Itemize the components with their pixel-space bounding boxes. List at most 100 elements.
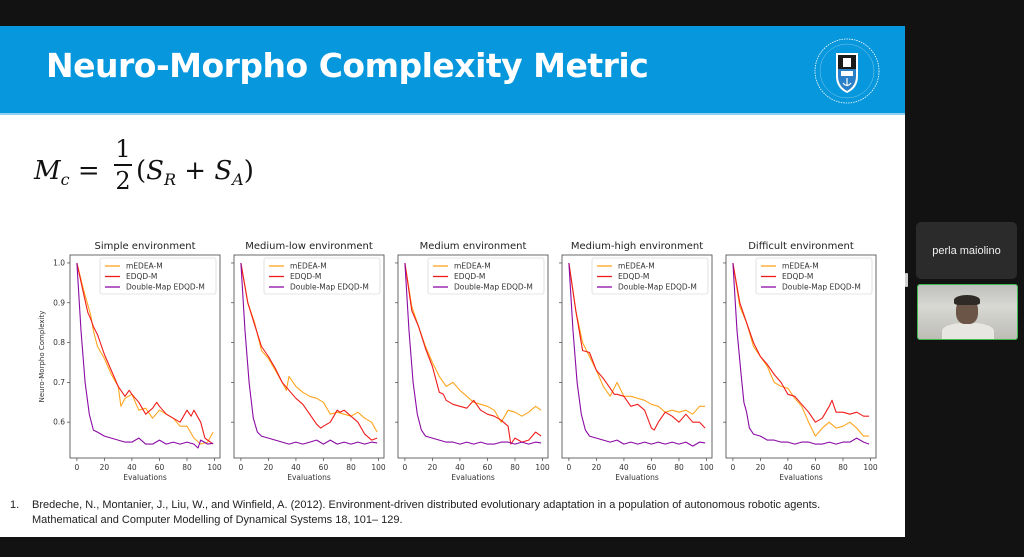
legend-box: [591, 257, 709, 295]
x-tick-label: 20: [756, 463, 766, 472]
legend-label: mEDEA-M: [290, 262, 327, 271]
x-axis-label: Evaluations: [779, 473, 823, 482]
y-axis-label: Neuro-Morpho Complexity: [38, 311, 46, 403]
series-line-double-map-edqd-m: [76, 262, 214, 449]
participant-video-tile[interactable]: [917, 284, 1018, 340]
x-tick-label: 80: [510, 463, 520, 472]
y-tick-label: 1.0: [53, 258, 65, 267]
legend-label: Double-Map EDQD-M: [454, 283, 533, 292]
series-line-edqd-m: [732, 262, 870, 423]
legend-box: [427, 257, 545, 295]
reference-text: Bredeche, N., Montanier, J., Liu, W., an…: [32, 498, 892, 528]
series-line-edqd-m: [240, 262, 378, 441]
series-line-medea-m: [568, 262, 706, 415]
x-tick-label: 80: [182, 463, 192, 472]
legend-label: EDQD-M: [454, 272, 485, 281]
x-axis-label: Evaluations: [287, 473, 331, 482]
reference-line-2: Mathematical and Computer Modelling of D…: [32, 514, 403, 526]
legend-label: mEDEA-M: [618, 262, 655, 271]
chart-5: Difficult environment 0 20 40 60 80 100 Evaluat…: [723, 241, 878, 482]
x-tick-label: 0: [74, 463, 79, 472]
x-axis-label: Evaluations: [123, 473, 167, 482]
x-tick-label: 60: [319, 463, 329, 472]
chart-title: Medium environment: [420, 241, 527, 252]
participant-name: perla maiolino: [932, 244, 1001, 257]
reference-number: 1.: [10, 499, 20, 511]
x-tick-label: 20: [100, 463, 110, 472]
video-person-hair: [954, 295, 980, 305]
legend-box: [755, 257, 873, 295]
x-tick-label: 100: [207, 463, 222, 472]
video-person-shirt: [942, 323, 994, 339]
legend-label: Double-Map EDQD-M: [290, 283, 369, 292]
series-line-medea-m: [732, 262, 870, 437]
y-tick-label: 0.9: [53, 298, 65, 307]
legend-label: mEDEA-M: [126, 262, 163, 271]
legend-label: Double-Map EDQD-M: [782, 283, 861, 292]
series-line-double-map-edqd-m: [404, 262, 542, 445]
legend-label: Double-Map EDQD-M: [126, 283, 205, 292]
presentation-slide: Neuro-Morpho Complexity Metric Mc = 1 2 …: [0, 26, 905, 537]
legend-box: [99, 257, 217, 295]
charts-row: Simple environment 0 20 40 60 80 100 0.6 0.7 0.8 0…: [0, 231, 905, 496]
header-divider: [0, 113, 905, 115]
x-tick-label: 60: [155, 463, 165, 472]
series-line-medea-m: [76, 262, 214, 445]
legend-label: mEDEA-M: [782, 262, 819, 271]
formula-rhs: (SR + SA): [136, 156, 254, 190]
x-tick-label: 40: [783, 463, 793, 472]
participant-tile-perla-maiolino[interactable]: perla maiolino: [916, 222, 1017, 279]
participants-scroll-handle[interactable]: [905, 273, 908, 287]
x-axis-label: Evaluations: [615, 473, 659, 482]
x-tick-label: 40: [291, 463, 301, 472]
x-tick-label: 80: [838, 463, 848, 472]
y-tick-label: 0.6: [53, 418, 65, 427]
charts-svg: Simple environment 0 20 40 60 80 100 0.6 0.7 0.8 0…: [38, 241, 878, 482]
x-tick-label: 0: [402, 463, 407, 472]
chart-title: Difficult environment: [748, 241, 854, 252]
series-line-edqd-m: [76, 262, 214, 445]
series-line-medea-m: [240, 262, 378, 433]
series-line-edqd-m: [404, 262, 542, 445]
slide-header: Neuro-Morpho Complexity Metric: [0, 26, 905, 113]
x-tick-label: 20: [592, 463, 602, 472]
x-tick-label: 40: [455, 463, 465, 472]
x-axis-label: Evaluations: [451, 473, 495, 482]
legend-label: EDQD-M: [126, 272, 157, 281]
x-tick-label: 80: [674, 463, 684, 472]
series-line-double-map-edqd-m: [240, 262, 378, 445]
chart-title: Medium-high environment: [571, 241, 703, 252]
x-tick-label: 80: [346, 463, 356, 472]
series-line-medea-m: [404, 262, 542, 423]
x-tick-label: 40: [619, 463, 629, 472]
university-crest-logo: [814, 38, 880, 104]
formula-lhs: Mc =: [34, 156, 100, 190]
x-tick-label: 60: [483, 463, 493, 472]
reference-line-1: Bredeche, N., Montanier, J., Liu, W., an…: [32, 499, 821, 511]
x-tick-label: 60: [647, 463, 657, 472]
legend-label: mEDEA-M: [454, 262, 491, 271]
legend-label: EDQD-M: [618, 272, 649, 281]
series-line-double-map-edqd-m: [568, 262, 706, 447]
chart-title: Simple environment: [94, 241, 195, 252]
x-tick-label: 20: [264, 463, 274, 472]
y-tick-label: 0.8: [53, 338, 65, 347]
chart-1: Simple environment 0 20 40 60 80 100 0.6 0.7 0.8 0…: [38, 241, 222, 482]
x-tick-label: 0: [238, 463, 243, 472]
series-line-double-map-edqd-m: [732, 262, 870, 445]
y-tick-label: 0.7: [53, 378, 65, 387]
x-tick-label: 20: [428, 463, 438, 472]
chart-title: Medium-low environment: [245, 241, 373, 252]
x-tick-label: 60: [811, 463, 821, 472]
x-tick-label: 100: [371, 463, 386, 472]
x-tick-label: 100: [535, 463, 550, 472]
slide-title: Neuro-Morpho Complexity Metric: [46, 46, 649, 85]
x-tick-label: 100: [699, 463, 714, 472]
formula-fraction: 1 2: [114, 135, 132, 195]
legend-label: EDQD-M: [782, 272, 813, 281]
